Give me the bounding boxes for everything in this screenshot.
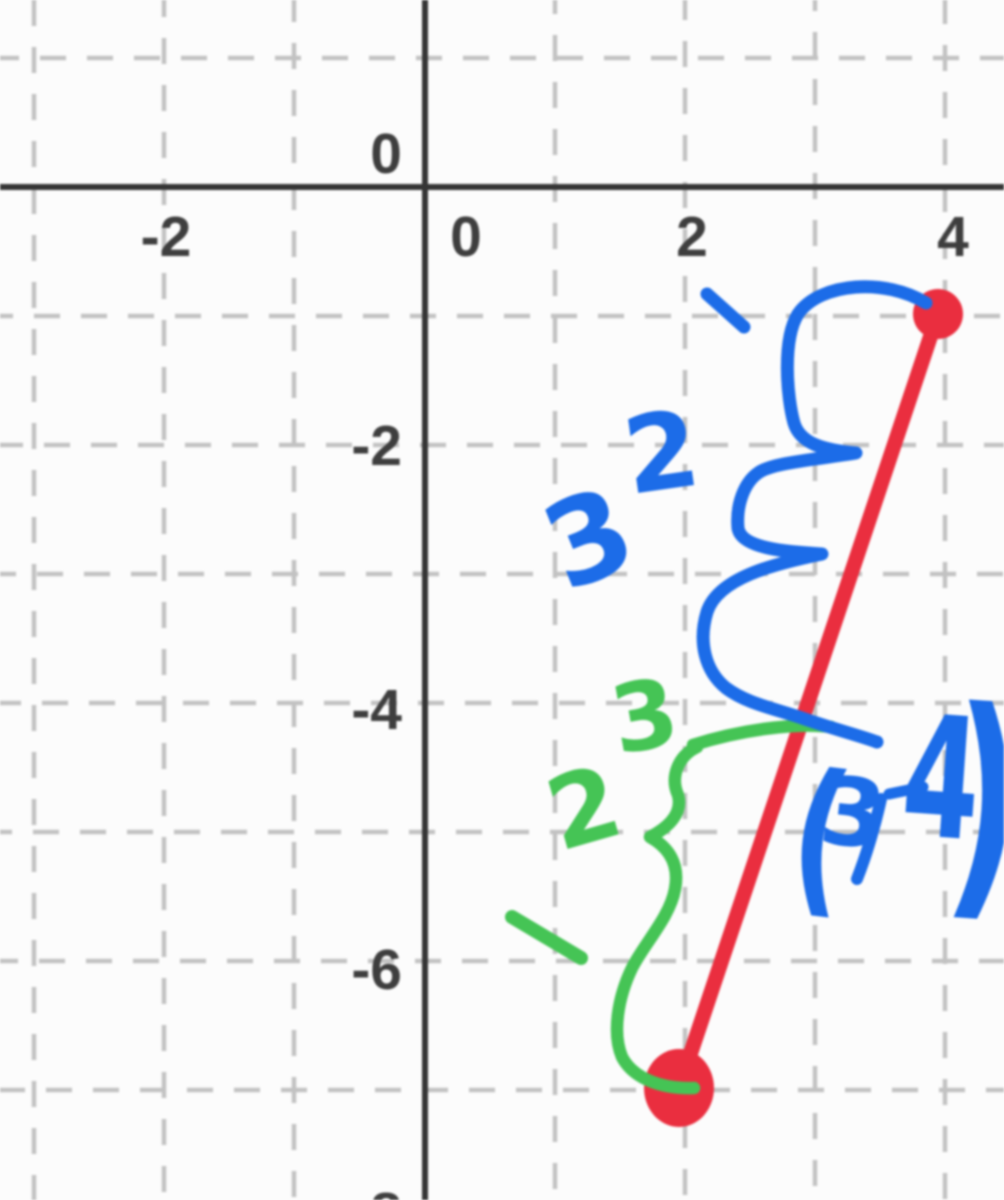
axis-tick-labels: -2 0 2 4 0 -2 -4 -6 -8 xyxy=(141,122,969,1200)
midpoint-label: ( 3 4 ) xyxy=(781,657,1004,947)
x-tick-label: 0 xyxy=(450,205,482,269)
x-tick-label: 2 xyxy=(676,205,708,269)
green-count-3-label: 3 xyxy=(603,658,686,777)
x-tick-label: -2 xyxy=(141,205,192,269)
green-count-1-mark xyxy=(505,910,588,965)
x-tick-label: 4 xyxy=(937,205,969,269)
midpoint-digit-4: 4 xyxy=(896,679,987,880)
green-brace xyxy=(610,740,704,1095)
blue-annotation: 2 3 xyxy=(525,280,933,749)
y-tick-label: -4 xyxy=(351,678,402,742)
blue-brace xyxy=(696,280,933,749)
y-tick-label: -8 xyxy=(351,1181,402,1200)
segment-line xyxy=(671,306,946,1096)
midpoint-comma-mark xyxy=(851,793,887,885)
blue-count-2-label: 2 xyxy=(616,387,706,519)
y-tick-label: -6 xyxy=(351,938,402,1002)
y-tick-label: 0 xyxy=(370,122,402,186)
blue-count-1-mark xyxy=(700,287,751,334)
green-annotation: 3 2 xyxy=(505,658,838,1095)
y-tick-label: -2 xyxy=(351,414,402,478)
midpoint-minus-mark xyxy=(883,781,929,800)
